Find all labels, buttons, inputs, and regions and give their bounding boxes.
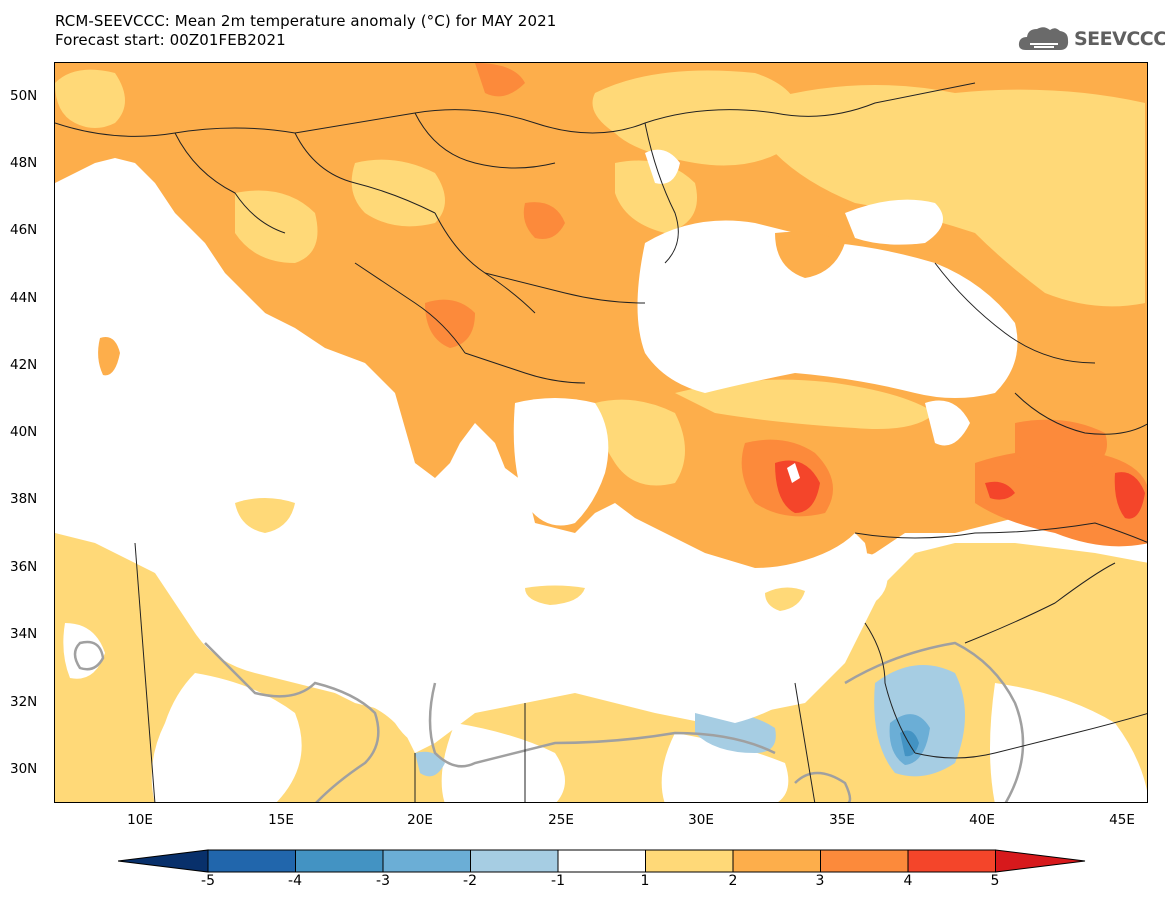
- title-line-1: RCM-SEEVCCC: Mean 2m temperature anomaly…: [55, 12, 557, 30]
- zero-contour-arabia: [844, 641, 1025, 802]
- red-zone-4: [475, 63, 525, 97]
- white-zone-arabia: [990, 683, 1147, 802]
- adriatic-sea: [205, 263, 405, 443]
- lat-label-30n: 30N: [10, 761, 38, 777]
- light-zone-north-1: [55, 69, 125, 128]
- aegean-sea: [513, 398, 609, 526]
- colorbar-segment-7: [732, 849, 821, 873]
- colorbar-segment-1: [207, 849, 296, 873]
- seevccc-logo: SEEVCCC: [1018, 24, 1165, 54]
- colorbar-label-minus4: -4: [288, 873, 302, 889]
- colorbar-label-minus3: -3: [376, 873, 390, 889]
- azov-sea: [845, 199, 943, 245]
- colorbar-segment-9: [907, 849, 996, 873]
- lon-label-15e: 15E: [268, 812, 294, 828]
- white-zone-libya: [151, 673, 302, 802]
- colorbar: [118, 849, 1086, 873]
- title-line-2: Forecast start: 00Z01FEB2021: [55, 31, 286, 49]
- dark-zone-5: [523, 202, 565, 239]
- light-zone-balkans: [235, 190, 318, 263]
- blue-zone-egypt: [695, 712, 776, 753]
- white-zone-tunisia: [63, 623, 105, 679]
- country-borders: [55, 82, 1147, 802]
- lat-label-46n: 46N: [10, 222, 38, 238]
- lat-label-34n: 34N: [10, 626, 38, 642]
- crimea: [775, 231, 845, 278]
- red-zone-3: [1114, 472, 1145, 519]
- lat-label-48n: 48N: [10, 155, 38, 171]
- light-zone-north-5: [615, 160, 697, 233]
- cloud-icon: [1018, 27, 1069, 50]
- lat-label-40n: 40N: [10, 424, 38, 440]
- colorbar-segment-2: [295, 849, 384, 873]
- mediterranean-sea: [55, 293, 869, 746]
- sicily: [235, 498, 295, 533]
- colorbar-label-5: 5: [990, 873, 1000, 889]
- map-canvas: [55, 63, 1147, 802]
- lon-label-20e: 20E: [407, 812, 433, 828]
- colorbar-segment-6: [645, 849, 734, 873]
- colorbar-label-minus2: -2: [463, 873, 477, 889]
- red-zone-1: [775, 460, 820, 513]
- corsica: [98, 337, 120, 376]
- colorbar-segment-8: [820, 849, 909, 873]
- lat-label-36n: 36N: [10, 559, 38, 575]
- light-zone-north-2: [592, 70, 800, 166]
- light-zone-anatolia-north: [675, 379, 935, 429]
- zero-contour-sinai: [794, 771, 852, 802]
- lon-label-25e: 25E: [548, 812, 574, 828]
- lon-label-10e: 10E: [127, 812, 153, 828]
- white-patch-anatolia: [787, 463, 800, 483]
- lat-label-42n: 42N: [10, 357, 38, 373]
- colorbar-label-4: 4: [903, 873, 913, 889]
- zero-contour-libya: [204, 642, 380, 802]
- colorbar-segment-4: [470, 849, 559, 873]
- colorbar-segment-gt-5: [995, 849, 1086, 873]
- lat-label-44n: 44N: [10, 290, 38, 306]
- lat-label-50n: 50N: [10, 88, 38, 104]
- white-zone-egypt-east: [661, 733, 789, 802]
- zero-contour-egypt: [428, 682, 776, 768]
- lat-label-38n: 38N: [10, 491, 38, 507]
- light-zone-anatolia-west: [595, 399, 685, 486]
- colorbar-label-1: 1: [640, 873, 650, 889]
- red-zone-2: [985, 481, 1015, 500]
- white-patch-caucasus: [925, 400, 970, 446]
- zero-contour-tunisia: [73, 640, 105, 671]
- map-title: RCM-SEEVCCC: Mean 2m temperature anomaly…: [55, 12, 556, 50]
- lon-label-40e: 40E: [969, 812, 995, 828]
- light-zone-north-4: [351, 159, 445, 227]
- colorbar-label-2: 2: [728, 873, 738, 889]
- dark-zone-4: [425, 299, 475, 348]
- colorbar-segment-5: [557, 849, 646, 873]
- blue-zone-libya: [415, 751, 445, 777]
- black-sea: [637, 220, 1018, 398]
- light-zone-north-3: [752, 85, 1145, 307]
- lon-label-45e: 45E: [1109, 812, 1135, 828]
- logo-text: SEEVCCC: [1074, 28, 1165, 50]
- colorbar-segment-lt-5: [118, 849, 209, 873]
- colorbar-label-minus5: -5: [201, 873, 215, 889]
- lon-label-35e: 35E: [829, 812, 855, 828]
- white-zone-egypt: [441, 723, 565, 802]
- colorbar-label-minus1: -1: [551, 873, 565, 889]
- crete: [525, 585, 585, 605]
- lon-label-30e: 30E: [688, 812, 714, 828]
- land-africa-field: [55, 533, 1147, 802]
- anomaly-map: [54, 62, 1148, 803]
- colorbar-segment-3: [382, 849, 471, 873]
- lat-label-32n: 32N: [10, 694, 38, 710]
- cyprus: [765, 587, 805, 611]
- dark-zone-2: [975, 449, 1147, 547]
- colorbar-label-3: 3: [815, 873, 825, 889]
